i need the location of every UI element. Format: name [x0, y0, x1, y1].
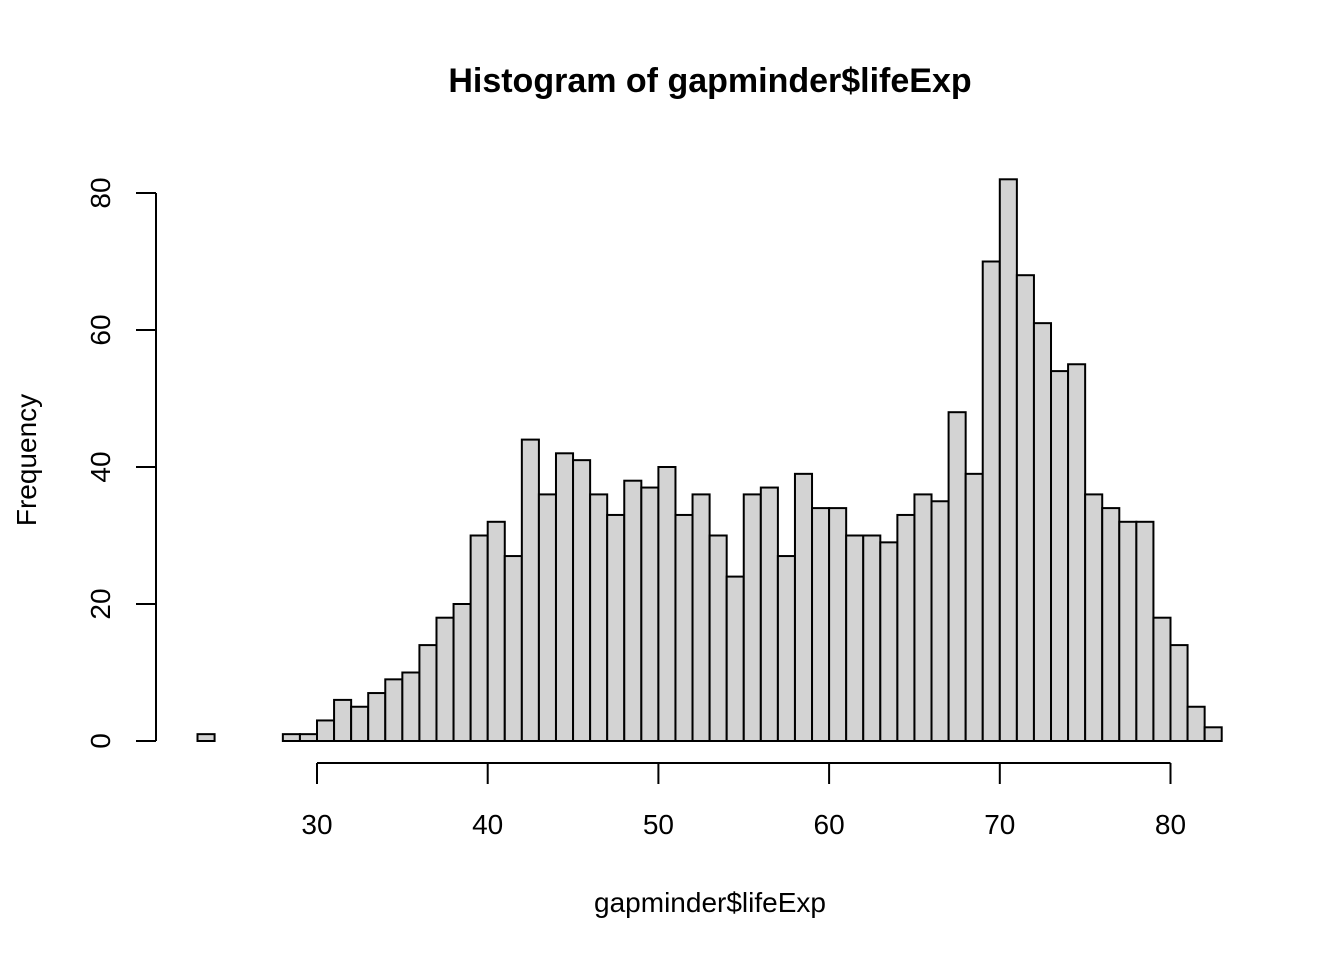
histogram-bar — [537, 493, 557, 742]
y-axis-label: Frequency — [11, 394, 42, 526]
histogram-bar — [896, 513, 916, 743]
x-axis: 30 40 50 60 70 80 — [301, 762, 1186, 840]
histogram-bar — [1118, 520, 1138, 742]
y-axis: 0 20 40 60 80 — [85, 177, 157, 749]
y-tick-label: 60 — [85, 314, 116, 345]
histogram-bar — [759, 486, 779, 742]
histogram-bar — [196, 733, 216, 743]
chart-title: Histogram of gapminder$lifeExp — [448, 62, 971, 100]
histogram-bar — [486, 520, 506, 742]
histogram-bar — [572, 459, 592, 742]
histogram-bar — [1101, 507, 1121, 742]
x-tick-label: 50 — [643, 809, 674, 840]
histogram-bar — [1067, 363, 1087, 742]
histogram-bar — [554, 452, 575, 742]
histogram-bar — [776, 555, 796, 742]
histogram-bar — [589, 493, 609, 742]
histogram-bar — [879, 541, 899, 742]
histogram-bar — [930, 500, 950, 742]
histogram-bar — [947, 411, 967, 742]
histogram-bar — [418, 644, 438, 742]
histogram-bar — [1084, 493, 1104, 742]
x-tick-label: 30 — [301, 809, 332, 840]
histogram-bar — [793, 472, 814, 742]
histogram-bar — [913, 493, 933, 742]
histogram-bar — [333, 698, 353, 743]
histogram-bar — [845, 534, 865, 742]
histogram-bar — [828, 507, 848, 742]
histogram-bar — [401, 671, 421, 742]
histogram-bar — [281, 733, 301, 743]
histogram-bar — [503, 555, 523, 742]
bars-group — [196, 178, 1223, 743]
histogram-bar — [316, 719, 336, 743]
histogram-bar — [1186, 705, 1206, 742]
histogram-bar — [811, 507, 831, 742]
x-axis-label: gapminder$lifeExp — [594, 887, 826, 918]
histogram-bar — [1015, 274, 1035, 742]
histogram-bar — [606, 513, 626, 743]
histogram-bar — [1050, 370, 1070, 742]
histogram-bar — [350, 705, 370, 742]
histogram-bar — [298, 733, 318, 743]
y-tick-label: 80 — [85, 177, 116, 208]
histogram-bar — [998, 178, 1018, 743]
histogram-bar — [691, 493, 711, 742]
x-tick-label: 60 — [814, 809, 845, 840]
histogram-bar — [742, 493, 762, 742]
histogram-bar — [435, 616, 455, 743]
histogram-bar — [452, 603, 472, 742]
histogram-bar — [623, 479, 643, 742]
histogram-bar — [708, 534, 728, 742]
histogram-bar — [1169, 644, 1189, 742]
histogram-bar — [384, 678, 404, 742]
histogram-bar — [862, 534, 882, 742]
histogram-bar — [367, 692, 387, 742]
histogram-bar — [1203, 726, 1223, 742]
histogram-bar — [1032, 322, 1053, 742]
histogram-bar — [964, 472, 984, 742]
y-tick-label: 0 — [85, 733, 116, 749]
histogram-bar — [640, 486, 660, 742]
histogram-bar — [657, 466, 677, 742]
y-tick-label: 20 — [85, 588, 116, 619]
histogram-bar — [520, 438, 540, 742]
histogram-bar — [725, 575, 745, 742]
y-tick-label: 40 — [85, 451, 116, 482]
x-tick-label: 40 — [472, 809, 503, 840]
histogram-bar — [674, 513, 694, 743]
histogram-bar — [1152, 616, 1172, 743]
histogram-bar — [1135, 520, 1155, 742]
histogram-bar — [469, 534, 489, 742]
x-tick-label: 80 — [1155, 809, 1186, 840]
histogram-bar — [981, 260, 1001, 742]
x-tick-label: 70 — [984, 809, 1015, 840]
